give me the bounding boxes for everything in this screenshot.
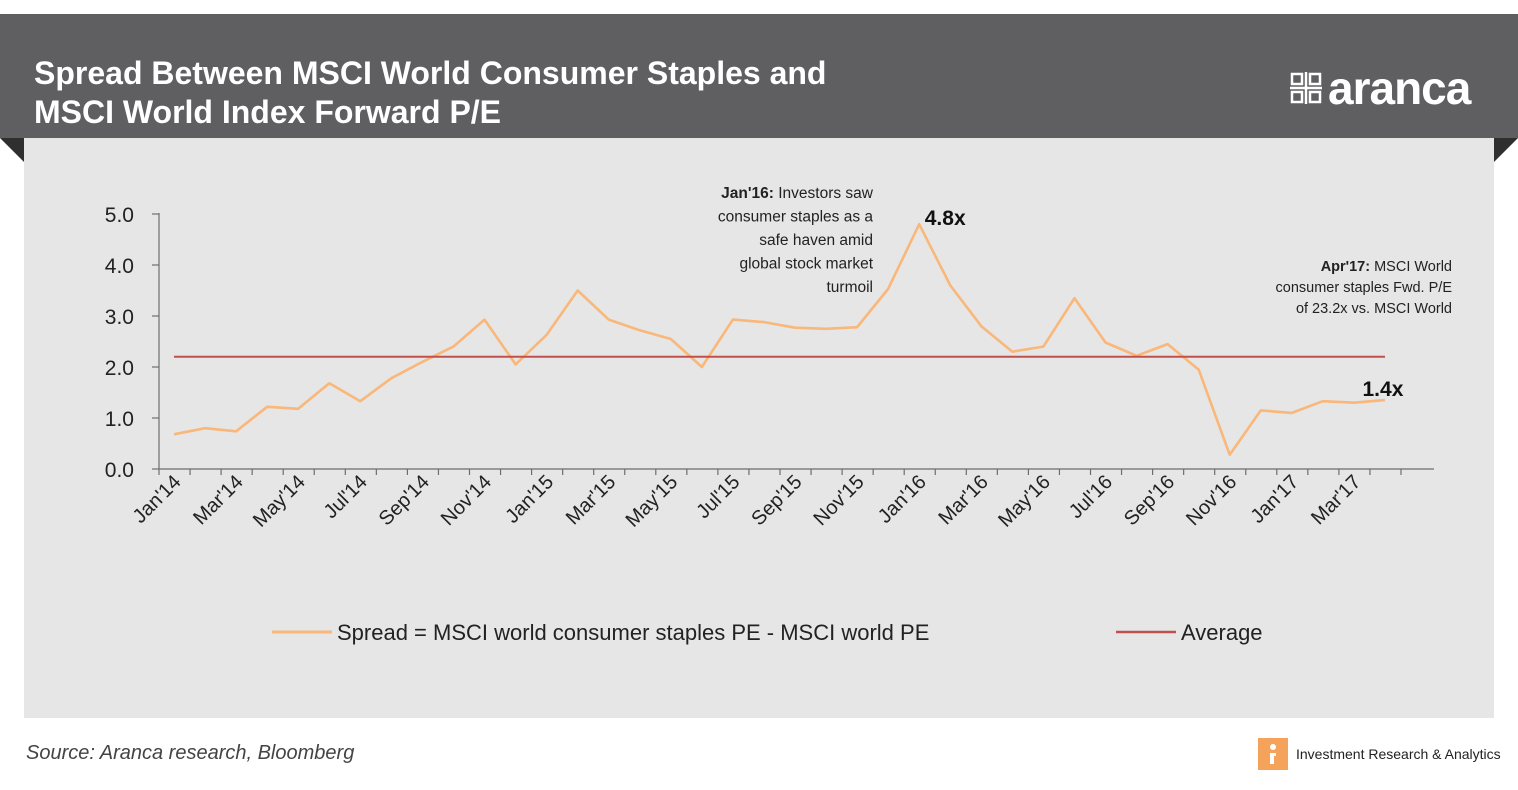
x-tick-label: Sep'15 bbox=[747, 471, 806, 530]
annotation-bold: Jan'16: bbox=[721, 185, 774, 202]
y-tick-label: 3.0 bbox=[105, 306, 134, 329]
brand-name: aranca bbox=[1328, 62, 1471, 114]
annotation-line: Jan'16: Investors saw bbox=[721, 185, 874, 202]
x-tick-label: Mar'16 bbox=[934, 471, 992, 529]
annotation-line: Apr'17: MSCI World bbox=[1321, 259, 1452, 275]
chart-title: Spread Between MSCI World Consumer Stapl… bbox=[34, 54, 826, 132]
data-label: 1.4x bbox=[1363, 378, 1404, 401]
annotation-line: global stock market bbox=[739, 256, 873, 273]
x-tick-label: Jan'14 bbox=[129, 471, 186, 528]
y-tick-label: 2.0 bbox=[105, 357, 134, 380]
annotation-bold: Apr'17: bbox=[1321, 259, 1370, 275]
legend-label: Average bbox=[1181, 620, 1263, 645]
source-note: Source: Aranca research, Bloomberg bbox=[26, 742, 355, 764]
aranca-logo-icon bbox=[1290, 72, 1322, 104]
y-tick-label: 5.0 bbox=[105, 204, 134, 227]
annotation-text: Apr'17: MSCI World consumer staples Fwd. … bbox=[1276, 259, 1453, 317]
footer-brand: Investment Research & Analytics bbox=[1258, 738, 1501, 770]
y-tick-label: 0.0 bbox=[105, 459, 134, 482]
x-tick-label: Jul'16 bbox=[1065, 471, 1117, 523]
x-tick-label: Sep'16 bbox=[1120, 471, 1179, 530]
x-tick-label: Nov'14 bbox=[437, 471, 496, 530]
legend-label: Spread = MSCI world consumer staples PE … bbox=[337, 620, 929, 645]
x-tick-label: Mar'17 bbox=[1307, 471, 1365, 529]
data-label: 4.8x bbox=[925, 207, 966, 230]
footer-tagline: Investment Research & Analytics bbox=[1296, 746, 1501, 762]
x-tick-label: Jan'16 bbox=[874, 471, 931, 528]
x-tick-label: Jul'14 bbox=[320, 471, 372, 523]
x-tick-label: Mar'14 bbox=[189, 471, 247, 529]
chart-panel: 0.0 1.0 2.0 3.0 4.0 5.0 Jan'14 Mar'14 May'14 Jul'… bbox=[24, 138, 1494, 718]
annotation-line: consumer staples Fwd. P/E bbox=[1276, 280, 1453, 296]
annotation-line: turmoil bbox=[826, 279, 873, 296]
x-tick-label: Jul'15 bbox=[692, 471, 744, 523]
annotation-body: MSCI World bbox=[1370, 259, 1452, 275]
x-tick-label: Jan'15 bbox=[501, 471, 558, 528]
x-tick-label: May'16 bbox=[994, 471, 1055, 532]
x-tick-label: Mar'15 bbox=[562, 471, 620, 529]
header-bar: Spread Between MSCI World Consumer Stapl… bbox=[0, 14, 1518, 138]
brand-logo: aranca bbox=[1290, 62, 1471, 114]
x-tick-label: May'14 bbox=[249, 471, 310, 532]
y-tick-label: 4.0 bbox=[105, 255, 134, 278]
annotation-line: of 23.2x vs. MSCI World bbox=[1296, 301, 1452, 317]
x-tick-label: May'15 bbox=[622, 471, 683, 532]
x-tick-label: Sep'14 bbox=[375, 471, 434, 530]
title-line-1: Spread Between MSCI World Consumer Stapl… bbox=[34, 55, 827, 91]
x-tick-label: Nov'16 bbox=[1182, 471, 1241, 530]
title-line-2: MSCI World Index Forward P/E bbox=[34, 94, 502, 130]
annotation-line: safe haven amid bbox=[759, 232, 873, 249]
y-tick-label: 1.0 bbox=[105, 408, 134, 431]
right-fold-decoration bbox=[1494, 138, 1518, 162]
annotation-body: Investors saw bbox=[774, 185, 874, 202]
footer-logo-icon bbox=[1258, 738, 1288, 770]
x-tick-label: Nov'15 bbox=[809, 471, 868, 530]
annotation-line: consumer staples as a bbox=[718, 209, 873, 226]
x-tick-label: Jan'17 bbox=[1247, 471, 1304, 528]
left-fold-decoration bbox=[0, 138, 24, 162]
annotation-text: Jan'16: Investors saw consumer staples as… bbox=[718, 185, 874, 296]
